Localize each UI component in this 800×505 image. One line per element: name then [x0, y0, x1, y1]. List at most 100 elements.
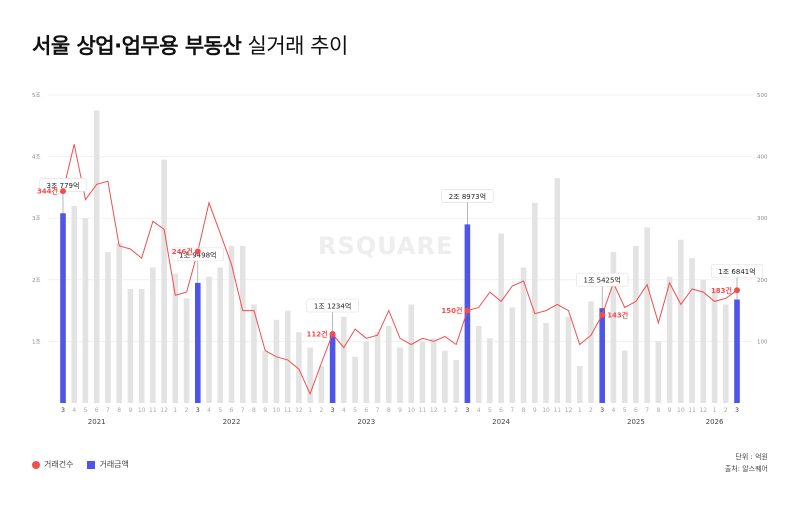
x-month-label: 2 — [454, 407, 458, 414]
amount-bar — [116, 242, 122, 403]
amount-callout-label: 1조 5425억 — [584, 277, 621, 285]
amount-bar — [644, 227, 650, 403]
x-month-label: 7 — [106, 407, 110, 414]
x-month-label: 4 — [477, 407, 481, 414]
x-month-label: 4 — [612, 407, 616, 414]
count-point — [734, 287, 740, 294]
amount-bar — [621, 350, 628, 403]
x-year-label: 2025 — [627, 418, 645, 426]
x-month-label: 11 — [284, 407, 292, 414]
x-month-label: 5 — [218, 407, 222, 414]
amount-bar — [138, 289, 145, 403]
x-month-label: 8 — [656, 407, 660, 414]
amount-bar — [430, 338, 437, 403]
amount-bar — [307, 347, 313, 403]
legend-item-count: 거래건수 — [32, 459, 73, 470]
amount-bar — [150, 267, 156, 403]
y-right-tick-label: 400 — [757, 155, 768, 161]
watermark-logo: RSQUARE — [318, 232, 454, 260]
amount-bar — [251, 304, 257, 403]
chart-title-light: 실거래 추이 — [247, 34, 349, 58]
amount-bar — [475, 326, 482, 403]
x-month-label: 2 — [319, 407, 323, 414]
amount-callout-label: 3조 779억 — [47, 182, 80, 190]
x-month-label: 3 — [600, 407, 604, 414]
amount-bar — [352, 356, 358, 403]
x-year-label: 2021 — [88, 418, 106, 426]
x-month-label: 12 — [430, 407, 438, 414]
x-month-label: 9 — [263, 407, 267, 414]
amount-bar — [633, 245, 639, 403]
x-month-label: 3 — [465, 407, 469, 414]
x-month-label: 1 — [173, 407, 177, 414]
x-month-label: 5 — [623, 407, 627, 414]
amount-bar — [71, 205, 78, 403]
amount-bar — [262, 350, 268, 403]
x-month-label: 4 — [207, 407, 211, 414]
amount-bar — [554, 178, 561, 403]
x-month-label: 1 — [308, 407, 312, 414]
amount-bar — [239, 245, 246, 403]
x-year-label: 2023 — [357, 418, 375, 426]
x-month-label: 1 — [443, 407, 447, 414]
x-month-label: 5 — [353, 407, 357, 414]
amount-bar — [711, 289, 718, 403]
amount-bar — [206, 276, 212, 403]
amount-bar — [655, 341, 662, 403]
amount-bar — [576, 366, 583, 403]
x-month-label: 1 — [578, 407, 582, 414]
amount-bar — [722, 304, 729, 403]
amount-bar — [442, 350, 448, 403]
x-month-label: 8 — [522, 407, 526, 414]
legend-count-label: 거래건수 — [44, 460, 74, 469]
y-left-tick-label: 4조 — [32, 154, 41, 161]
amount-bar — [610, 252, 617, 403]
x-month-label: 7 — [645, 407, 649, 414]
amount-bar — [520, 267, 527, 403]
count-callout-label: 143건 — [607, 310, 628, 319]
amount-bar — [532, 202, 538, 403]
x-month-label: 10 — [273, 407, 281, 414]
x-month-label: 10 — [542, 407, 550, 414]
x-month-label: 2 — [185, 407, 189, 414]
amount-bar — [82, 218, 89, 403]
callout-box — [710, 264, 764, 278]
y-left-tick-label: 3조 — [32, 215, 41, 222]
callout-box — [441, 189, 494, 203]
amount-bar — [296, 332, 302, 403]
amount-callout-label: 1조 9498억 — [179, 251, 216, 259]
amount-bar — [318, 366, 325, 403]
x-month-label: 3 — [735, 407, 739, 414]
count-callout-label: 183건 — [711, 286, 732, 295]
amount-bar-highlight — [195, 282, 201, 403]
x-month-label: 7 — [376, 407, 380, 414]
x-month-label: 11 — [688, 407, 696, 414]
amount-bar — [666, 276, 673, 403]
x-month-label: 11 — [419, 407, 427, 414]
x-month-label: 3 — [331, 407, 335, 414]
legend-item-amount: 거래금액 — [87, 459, 129, 470]
count-marker-icon — [32, 460, 40, 469]
x-year-label: 2026 — [706, 418, 724, 426]
chart-title-bold: 서울 상업·업무용 부동산 — [32, 34, 242, 58]
x-month-label: 8 — [252, 407, 256, 414]
count-point — [599, 311, 606, 318]
amount-bar — [93, 110, 100, 404]
x-month-label: 4 — [342, 407, 346, 414]
amount-callout-label: 1조 1234억 — [314, 303, 351, 311]
x-month-label: 5 — [488, 407, 492, 414]
x-month-label: 2 — [589, 407, 593, 414]
amount-bar-highlight — [464, 224, 471, 403]
amount-bar-highlight — [329, 334, 336, 403]
amount-bar — [161, 159, 167, 403]
chart-title: 서울 상업·업무용 부동산 실거래 추이 — [32, 30, 348, 60]
x-month-label: 2 — [724, 407, 728, 414]
x-month-label: 5 — [84, 407, 88, 414]
amount-bar — [105, 252, 111, 403]
x-month-label: 6 — [364, 407, 368, 414]
y-right-tick-label: 200 — [757, 278, 768, 284]
amount-bar — [284, 310, 291, 403]
legend: 거래건수 거래금액 — [32, 459, 129, 470]
amount-bar — [228, 245, 235, 403]
x-year-label: 2022 — [223, 418, 241, 426]
